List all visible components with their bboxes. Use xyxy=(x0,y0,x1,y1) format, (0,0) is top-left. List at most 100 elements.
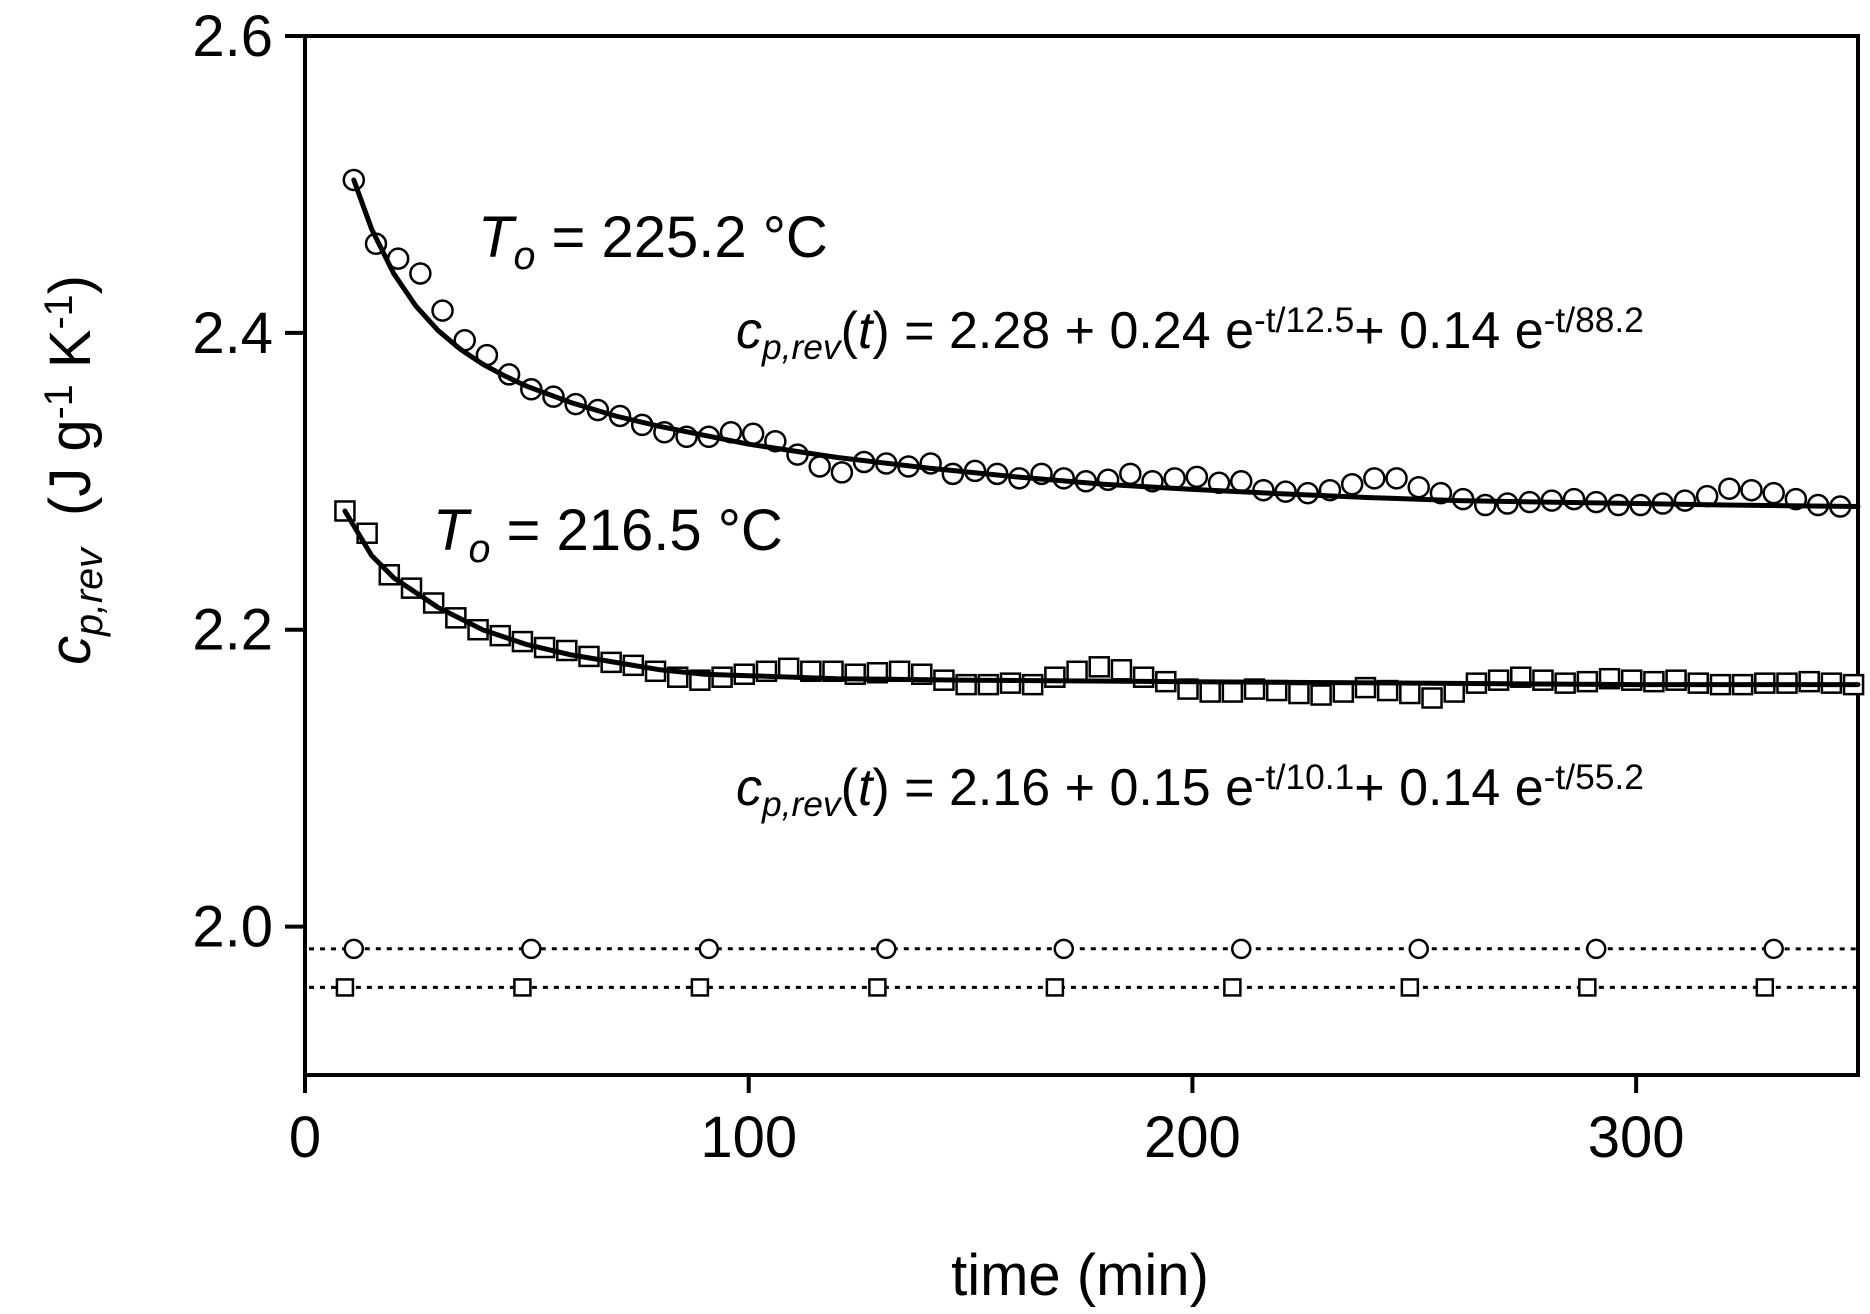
text-part: -1 xyxy=(37,294,81,329)
square-marker xyxy=(1755,978,1775,997)
y-tick-label: 2.6 xyxy=(192,4,273,69)
text-part: c xyxy=(736,302,762,360)
circle-marker xyxy=(1740,478,1763,502)
x-tick-label: 100 xyxy=(700,1105,797,1170)
text-part: T xyxy=(433,498,472,563)
text-part: ( xyxy=(841,302,859,360)
square-marker xyxy=(1578,978,1597,997)
square-marker xyxy=(1332,681,1355,703)
text-part: ( xyxy=(841,759,859,817)
circle-marker xyxy=(1762,481,1785,505)
circle-marker xyxy=(1053,938,1075,960)
square-marker xyxy=(1066,660,1088,683)
circle-marker xyxy=(808,455,831,478)
square-marker xyxy=(1399,682,1421,705)
text-part: + 0.14 e xyxy=(1354,759,1543,817)
square-marker xyxy=(335,978,355,997)
text-part: T xyxy=(478,205,517,270)
square-marker xyxy=(1400,978,1420,997)
text-part: -t/88.2 xyxy=(1544,301,1644,340)
square-marker xyxy=(1487,669,1510,691)
circle-marker xyxy=(1474,493,1497,517)
square-marker xyxy=(1110,659,1133,681)
circle-marker xyxy=(343,938,365,960)
text-part: ) = 2.16 + 0.15 e xyxy=(872,759,1254,817)
square-marker xyxy=(1576,670,1599,693)
square-marker xyxy=(1223,978,1242,997)
square-marker xyxy=(999,672,1022,694)
text-part: ) xyxy=(38,275,103,294)
circle-marker xyxy=(431,299,454,322)
square-marker xyxy=(690,978,710,997)
y-tick-label: 2.2 xyxy=(192,598,273,663)
annotation: To = 216.5 °C xyxy=(433,498,783,571)
annotation: To = 225.2 °C xyxy=(478,205,828,278)
text-part: c xyxy=(736,759,762,817)
fit-curve xyxy=(342,508,1861,688)
circle-marker xyxy=(1163,467,1186,490)
text-part: o xyxy=(513,234,535,278)
text-part: -t/10.1 xyxy=(1254,758,1354,797)
text-part: + 0.14 e xyxy=(1354,302,1543,360)
fit-curve xyxy=(351,177,1861,509)
annotation: cp,rev(t) = 2.16 + 0.15 e-t/10.1+ 0.14 e… xyxy=(736,758,1644,823)
square-marker xyxy=(1643,670,1665,693)
circle-marker xyxy=(1340,473,1364,496)
text-part: ) = 2.28 + 0.24 e xyxy=(872,302,1254,360)
square-marker xyxy=(1021,673,1044,696)
circle-marker xyxy=(1407,475,1430,499)
circle-marker xyxy=(1229,470,1253,493)
square-marker xyxy=(1221,681,1244,703)
square-marker xyxy=(1088,656,1110,678)
square-marker xyxy=(1798,670,1820,693)
circle-marker xyxy=(1408,938,1429,960)
circle-marker xyxy=(1230,938,1252,960)
circle-marker xyxy=(1385,467,1408,490)
text-part: = 216.5 °C xyxy=(490,498,782,563)
square-marker xyxy=(868,978,887,997)
x-axis-title: time (min) xyxy=(951,1243,1209,1308)
circle-marker xyxy=(1562,487,1586,511)
text-part: t xyxy=(858,759,875,817)
plot-frame xyxy=(303,34,1860,1077)
square-marker xyxy=(1199,681,1221,703)
square-marker xyxy=(513,978,532,997)
circle-marker xyxy=(1585,938,1607,960)
text-part: c xyxy=(38,636,103,665)
circle-marker xyxy=(1718,477,1741,500)
text-part: p,rev xyxy=(761,785,843,824)
circle-marker xyxy=(521,938,542,960)
square-marker xyxy=(1532,669,1554,691)
circle-marker xyxy=(1185,465,1209,489)
square-marker xyxy=(1045,978,1065,997)
square-marker xyxy=(1421,687,1443,709)
circle-marker xyxy=(876,938,897,960)
circle-marker xyxy=(1673,489,1697,512)
text-part: -1 xyxy=(37,384,81,419)
circle-marker xyxy=(1363,467,1386,490)
text-part: o xyxy=(468,527,490,571)
circle-marker xyxy=(698,938,720,960)
text-part: p,rev xyxy=(761,328,843,367)
text-part: -t/55.2 xyxy=(1544,758,1644,797)
text-part: (J g xyxy=(38,419,103,548)
circle-marker xyxy=(741,422,765,446)
y-tick-label: 2.0 xyxy=(192,895,273,960)
circle-marker xyxy=(830,461,854,484)
y-tick-label: 2.4 xyxy=(192,301,273,366)
circle-marker xyxy=(941,462,965,486)
square-marker xyxy=(1044,666,1066,688)
y-axis-title: cp,rev (J g-1 K-1) xyxy=(37,275,110,665)
circle-marker xyxy=(1763,938,1784,960)
circle-marker xyxy=(1119,462,1142,486)
square-marker xyxy=(1288,682,1310,705)
text-part: = 225.2 °C xyxy=(535,205,827,270)
text-part: p,rev xyxy=(67,546,111,637)
annotation: cp,rev(t) = 2.28 + 0.24 e-t/12.5+ 0.14 e… xyxy=(736,301,1644,366)
text-part: t xyxy=(858,302,875,360)
x-tick-label: 300 xyxy=(1588,1105,1685,1170)
x-tick-label: 0 xyxy=(289,1105,321,1170)
text-part: K xyxy=(38,329,103,384)
square-marker xyxy=(1310,684,1332,706)
